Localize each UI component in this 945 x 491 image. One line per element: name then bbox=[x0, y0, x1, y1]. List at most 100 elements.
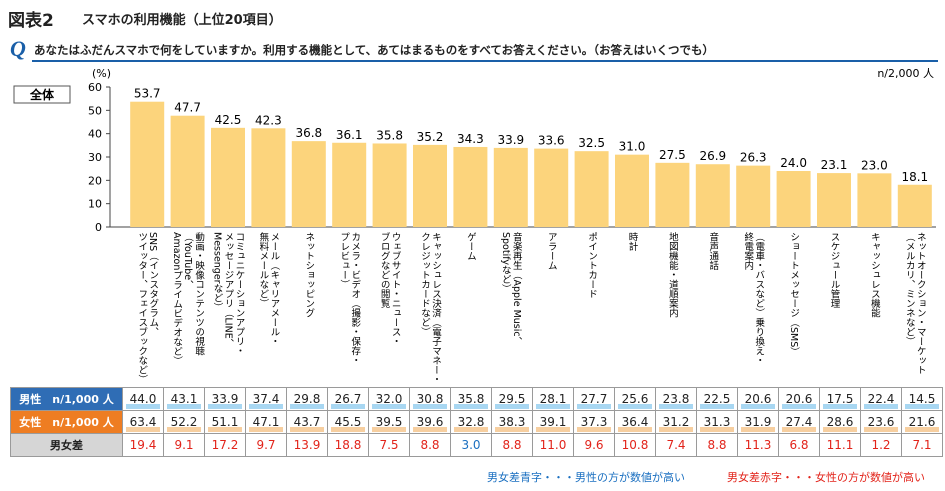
cell-bar bbox=[495, 427, 529, 432]
table-cell: 13.9 bbox=[286, 433, 328, 457]
category-label: Amazonプライムビデオなど） bbox=[171, 232, 183, 365]
table-cell: 29.8 bbox=[286, 387, 328, 411]
cell-value: 9.6 bbox=[584, 438, 604, 452]
cell-value: 31.3 bbox=[703, 415, 731, 429]
cell-bar bbox=[659, 404, 693, 409]
cell-value: 33.9 bbox=[211, 392, 239, 406]
table-cell: 17.2 bbox=[204, 433, 246, 457]
category-label: キャッシュレス機能 bbox=[869, 232, 881, 318]
bar-value-label: 47.7 bbox=[174, 101, 201, 115]
category-label: ポイントカード bbox=[586, 232, 598, 299]
cell-bar bbox=[618, 427, 652, 432]
bar bbox=[655, 162, 690, 227]
category-label: アラーム bbox=[546, 232, 558, 270]
category-label: 音楽再生（Apple Music、 bbox=[511, 231, 523, 346]
table-cell: 8.8 bbox=[491, 433, 533, 457]
table-cell: 51.1 bbox=[204, 410, 246, 434]
cell-value: 1.2 bbox=[871, 438, 891, 452]
cell-bar bbox=[372, 427, 406, 432]
cell-value: 39.6 bbox=[416, 415, 444, 429]
cell-value: 27.7 bbox=[580, 392, 608, 406]
table-cell: 25.6 bbox=[614, 387, 656, 411]
table-cell: 22.4 bbox=[860, 387, 902, 411]
table-cell: 11.0 bbox=[532, 433, 574, 457]
cell-bar bbox=[331, 404, 365, 409]
cell-value: 8.8 bbox=[420, 438, 440, 452]
cell-value: 30.8 bbox=[416, 392, 444, 406]
cell-value: 7.4 bbox=[666, 438, 686, 452]
bar-value-label: 32.5 bbox=[578, 136, 605, 150]
category-label: Spotifyなど） bbox=[500, 232, 512, 294]
table-cell: 22.5 bbox=[696, 387, 738, 411]
category-label: ゲーム bbox=[465, 232, 477, 261]
sample-size-label: n/2,000 人 bbox=[877, 67, 934, 80]
bar bbox=[776, 171, 811, 227]
category-label: キャッシュレス決済（電子マネー・ bbox=[430, 232, 442, 384]
cell-bar bbox=[864, 404, 898, 409]
table-row: 男性 n/1,000 人 44.0 43.1 33.9 37.4 29.8 26.7 32.0… bbox=[10, 387, 943, 411]
cell-value: 19.4 bbox=[129, 438, 157, 452]
cell-bar bbox=[741, 427, 775, 432]
bar-value-label: 36.1 bbox=[336, 128, 363, 142]
category-label: カメラ・ビデオ（撮影・保存・ bbox=[349, 232, 361, 365]
cell-value: 11.3 bbox=[744, 438, 772, 452]
cell-value: 7.1 bbox=[912, 438, 932, 452]
cell-bar bbox=[167, 427, 201, 432]
table-cell: 31.9 bbox=[737, 410, 779, 434]
cell-bar bbox=[413, 404, 447, 409]
category-label: （YouTube、 bbox=[182, 232, 194, 290]
cell-value: 9.1 bbox=[174, 438, 194, 452]
table-cell: 32.8 bbox=[450, 410, 492, 434]
cell-value: 3.0 bbox=[461, 438, 481, 452]
table-cell: 44.0 bbox=[122, 387, 164, 411]
category-label: 動画・映像コンテンツの視聴 bbox=[193, 232, 205, 356]
cell-bar bbox=[126, 404, 160, 409]
category-label: （電車・バスなど）乗り換え・ bbox=[753, 232, 765, 365]
bar-value-label: 26.9 bbox=[699, 149, 726, 163]
cell-value: 22.5 bbox=[703, 392, 731, 406]
table-cell: 43.1 bbox=[163, 387, 205, 411]
cell-bar bbox=[331, 427, 365, 432]
y-tick-label: 40 bbox=[88, 128, 102, 141]
category-label: 音声通話 bbox=[707, 231, 719, 271]
cell-value: 29.8 bbox=[293, 392, 321, 406]
table-cell: 7.4 bbox=[655, 433, 697, 457]
cell-bar bbox=[823, 404, 857, 409]
cell-value: 14.5 bbox=[908, 392, 936, 406]
category-label: 無料メールなど） bbox=[257, 231, 269, 308]
table-cell: 17.5 bbox=[819, 387, 861, 411]
table-cell: 14.5 bbox=[901, 387, 943, 411]
cell-value: 20.6 bbox=[744, 392, 772, 406]
table-cell: 43.7 bbox=[286, 410, 328, 434]
cell-bar bbox=[126, 427, 160, 432]
cell-bar bbox=[167, 404, 201, 409]
category-label: スケジュール管理 bbox=[829, 232, 841, 308]
cell-value: 45.5 bbox=[334, 415, 362, 429]
gender-breakdown-table: 男性 n/1,000 人 44.0 43.1 33.9 37.4 29.8 26.7 32.0… bbox=[10, 387, 943, 457]
bar bbox=[574, 151, 609, 227]
bar-value-label: 33.9 bbox=[497, 133, 524, 147]
table-cell: 31.3 bbox=[696, 410, 738, 434]
cell-value: 25.6 bbox=[621, 392, 649, 406]
cell-bar bbox=[495, 404, 529, 409]
table-row: 女性 n/1,000 人 63.4 52.2 51.1 47.1 43.7 45.5 39.5… bbox=[10, 410, 943, 434]
cell-value: 43.1 bbox=[170, 392, 198, 406]
row-header: 女性 n/1,000 人 bbox=[10, 410, 123, 434]
cell-bar bbox=[249, 404, 283, 409]
cell-value: 31.2 bbox=[662, 415, 690, 429]
bar-value-label: 27.5 bbox=[659, 148, 686, 162]
table-cell: 9.6 bbox=[573, 433, 615, 457]
bar bbox=[130, 101, 165, 227]
bar-value-label: 42.3 bbox=[255, 113, 282, 127]
cell-bar bbox=[905, 427, 939, 432]
table-cell: 10.8 bbox=[614, 433, 656, 457]
cell-value: 32.8 bbox=[457, 415, 485, 429]
cell-bar bbox=[618, 404, 652, 409]
row-header: 男女差 bbox=[10, 433, 123, 457]
cell-value: 8.8 bbox=[502, 438, 522, 452]
cell-value: 37.4 bbox=[252, 392, 280, 406]
cell-value: 17.5 bbox=[826, 392, 854, 406]
table-cell: 21.6 bbox=[901, 410, 943, 434]
bar-value-label: 23.0 bbox=[861, 158, 888, 172]
table-cell: 3.0 bbox=[450, 433, 492, 457]
